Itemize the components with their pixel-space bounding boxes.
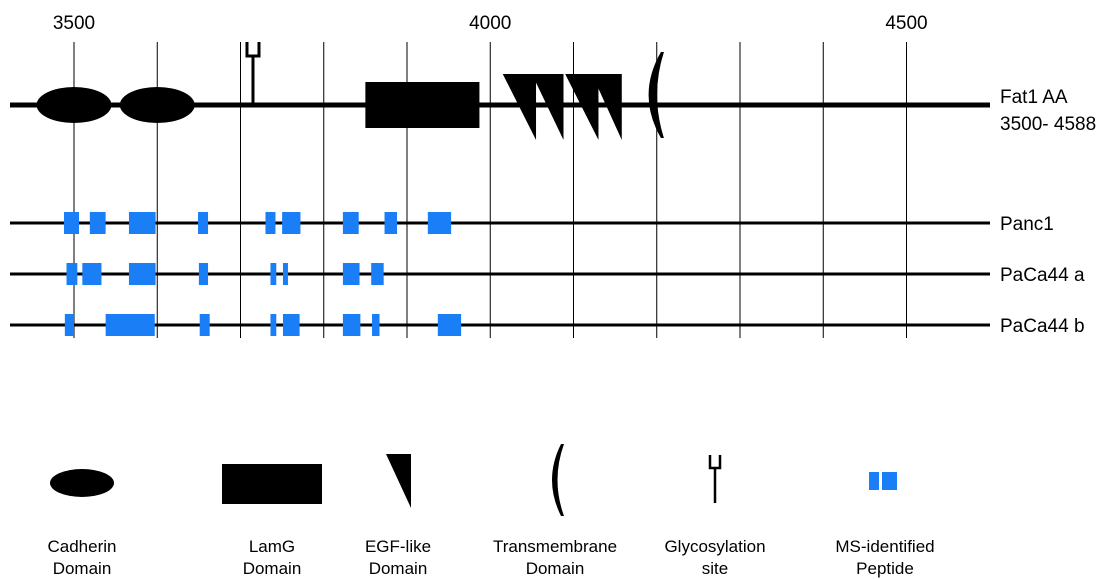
peptide-mark [199,314,210,336]
protein-track: Fat1 AA 3500- 4588 [10,42,1096,140]
peptide-mark [270,314,277,336]
legend-item-transmembrane: Transmembrane Domain [493,444,617,578]
peptide-mark [270,263,277,285]
legend-sublabel: Domain [53,559,112,578]
egf-domain [591,74,622,140]
peptide-icon [869,472,879,490]
peptide-mark [384,212,398,234]
peptide-mark [128,263,156,285]
peptide-mark [342,314,361,336]
peptide-mark [342,263,360,285]
peptide-mark [64,212,79,234]
legend-item-lamg: LamG Domain [222,464,322,578]
sample-track: PaCa44 b [10,314,1085,337]
peptide-mark [371,263,384,285]
protein-range-label: 3500- 4588 [1000,114,1096,135]
tick-label: 4500 [885,13,927,34]
egf-domain [531,74,564,140]
peptide-mark [265,212,276,234]
tick-label: 3500 [53,13,95,34]
legend-sublabel: Domain [369,559,428,578]
legend-sublabel: Domain [526,559,585,578]
peptide-mark [89,212,106,234]
sample-label: PaCa44 b [1000,316,1085,337]
legend-sublabel: site [702,559,728,578]
peptide-mark [82,263,102,285]
legend-item-egf: EGF-like Domain [365,454,431,578]
legend-item-peptide: MS-identified Peptide [835,472,935,578]
peptide-mark [372,314,380,336]
transmembrane-domain [648,52,664,138]
cadherin-icon [50,469,114,497]
lamg-icon [222,464,322,504]
peptide-mark [198,263,209,285]
peptide-mark [66,263,78,285]
egf-domain [502,74,537,140]
glycosylation-icon [708,455,722,503]
legend-label: LamG [249,537,295,556]
legend-item-cadherin: Cadherin Domain [48,469,117,578]
sample-track: Panc1 [10,212,1054,235]
cadherin-domain [119,87,195,123]
peptide-mark [198,212,209,234]
tick-label: 4000 [469,13,511,34]
legend-item-glycosylation: Glycosylation site [664,455,766,578]
legend-sublabel: Domain [243,559,302,578]
peptide-mark [282,263,288,285]
legend-label: EGF-like [365,537,431,556]
sample-label: Panc1 [1000,214,1054,235]
peptide-mark [282,314,300,336]
legend-sublabel: Peptide [856,559,914,578]
legend-label: Transmembrane [493,537,617,556]
peptide-mark [64,314,74,336]
egf-icon [386,454,411,508]
peptide-mark [128,212,156,234]
legend-label: MS-identified [835,537,934,556]
peptide-mark [427,212,452,234]
protein-label: Fat1 AA [1000,87,1068,108]
legend: CadherinDomainLamGDomainEGF-likeDomainTr… [48,444,935,578]
axis-gridlines [73,42,907,338]
egf-domain [565,74,599,140]
legend-label: Cadherin [48,537,117,556]
axis-tick-labels: 3500 4000 4500 [53,13,928,34]
peptide-mark [342,212,359,234]
cadherin-domain [36,87,112,123]
peptide-mark [282,212,301,234]
peptide-icon-part [882,472,897,490]
sample-tracks: Panc1 PaCa44 a PaCa44 b [10,212,1085,337]
legend-label: Glycosylation [664,537,765,556]
transmembrane-icon [552,444,564,516]
sample-label: PaCa44 a [1000,265,1085,286]
glycosylation-site [245,42,261,104]
lamg-domain [365,82,480,128]
peptide-mark [437,314,462,336]
sample-track: PaCa44 a [10,263,1085,286]
peptide-mark [105,314,155,336]
